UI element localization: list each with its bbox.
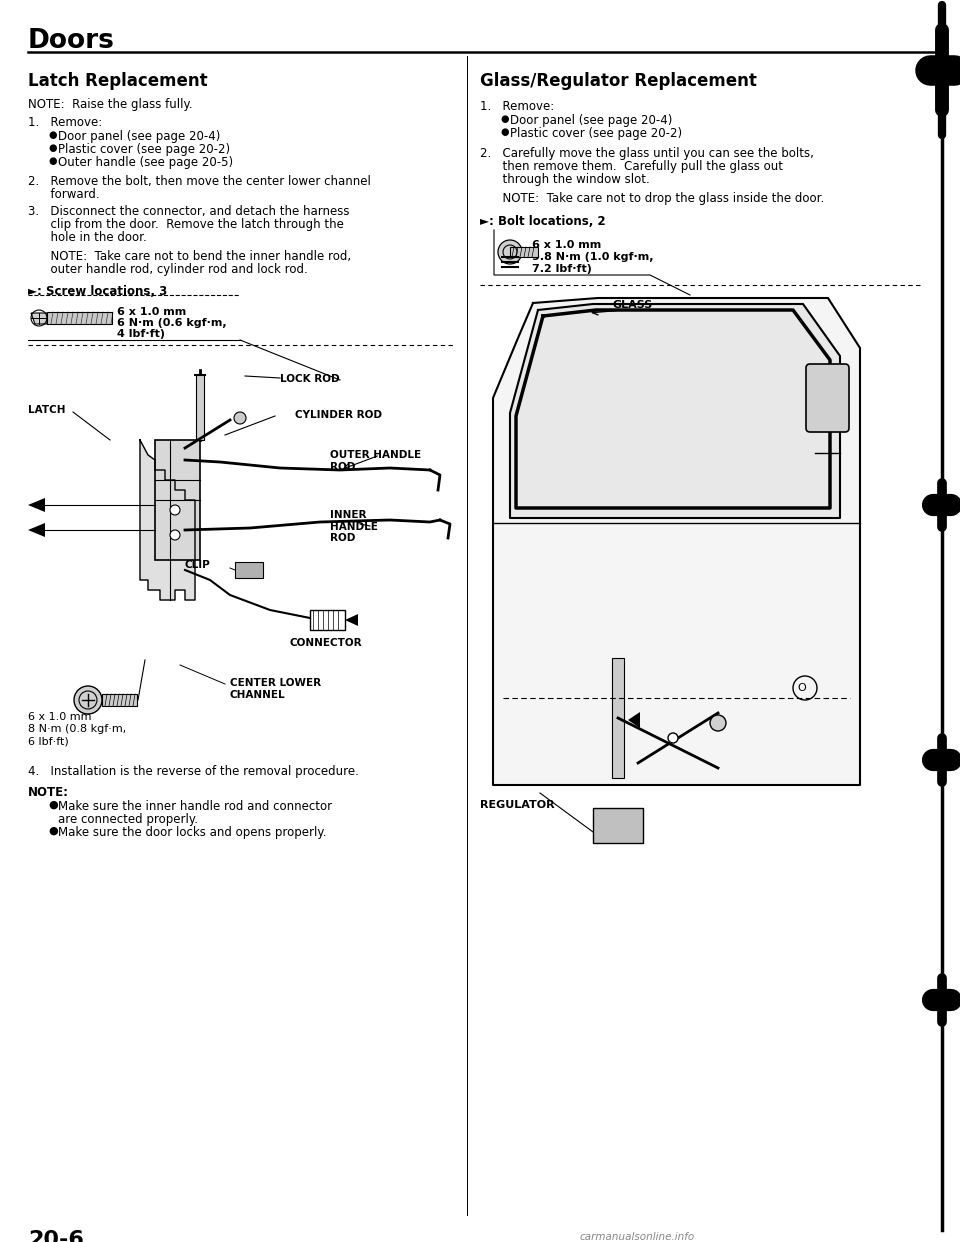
Text: then remove them.  Carefully pull the glass out: then remove them. Carefully pull the gla… (480, 160, 783, 173)
Polygon shape (31, 313, 47, 324)
Text: Glass/Regulator Replacement: Glass/Regulator Replacement (480, 72, 756, 89)
Text: ●: ● (48, 130, 57, 140)
Text: 6 N·m (0.6 kgf·m,: 6 N·m (0.6 kgf·m, (117, 318, 227, 328)
FancyBboxPatch shape (155, 440, 200, 560)
Text: Latch Replacement: Latch Replacement (28, 72, 207, 89)
Polygon shape (628, 712, 640, 728)
Text: ►: Screw locations, 3: ►: Screw locations, 3 (28, 284, 167, 298)
Text: 20-6: 20-6 (28, 1230, 84, 1242)
Text: CYLINDER ROD: CYLINDER ROD (295, 410, 382, 420)
Text: ●: ● (48, 826, 58, 836)
Text: 6 lbf·ft): 6 lbf·ft) (28, 737, 69, 746)
Text: ●: ● (48, 800, 58, 810)
Text: 9.8 N·m (1.0 kgf·m,: 9.8 N·m (1.0 kgf·m, (532, 252, 654, 262)
Text: NOTE:  Raise the glass fully.: NOTE: Raise the glass fully. (28, 98, 193, 111)
Text: carmanualsonline.info: carmanualsonline.info (580, 1232, 695, 1242)
Text: OUTER HANDLE
ROD: OUTER HANDLE ROD (330, 450, 421, 472)
Text: REGULATOR: REGULATOR (480, 800, 555, 810)
Polygon shape (493, 298, 860, 785)
Circle shape (170, 530, 180, 540)
Circle shape (74, 686, 102, 714)
Circle shape (234, 412, 246, 424)
Text: CLIP: CLIP (184, 560, 210, 570)
Text: 8 N·m (0.8 kgf·m,: 8 N·m (0.8 kgf·m, (28, 724, 127, 734)
Circle shape (498, 240, 522, 265)
Text: Make sure the door locks and opens properly.: Make sure the door locks and opens prope… (58, 826, 326, 840)
Text: 7.2 lbf·ft): 7.2 lbf·ft) (532, 265, 592, 274)
Text: Door panel (see page 20-4): Door panel (see page 20-4) (510, 114, 672, 127)
Bar (102, 694, 137, 705)
Text: 1.   Remove:: 1. Remove: (480, 101, 554, 113)
Bar (612, 658, 624, 777)
Text: ●: ● (48, 143, 57, 153)
Text: ►: Bolt locations, 2: ►: Bolt locations, 2 (480, 215, 606, 229)
Text: NOTE:  Take care not to drop the glass inside the door.: NOTE: Take care not to drop the glass in… (480, 193, 825, 205)
Text: hole in the door.: hole in the door. (28, 231, 147, 243)
Text: 2.   Carefully move the glass until you can see the bolts,: 2. Carefully move the glass until you ca… (480, 147, 814, 160)
Polygon shape (28, 498, 45, 512)
Text: LATCH: LATCH (28, 405, 65, 415)
Text: 1.   Remove:: 1. Remove: (28, 116, 103, 129)
Bar (235, 561, 263, 578)
Text: ●: ● (500, 114, 509, 124)
Text: Make sure the inner handle rod and connector: Make sure the inner handle rod and conne… (58, 800, 332, 814)
Text: Door panel (see page 20-4): Door panel (see page 20-4) (58, 130, 221, 143)
Text: LOCK ROD: LOCK ROD (280, 374, 340, 384)
Text: Plastic cover (see page 20-2): Plastic cover (see page 20-2) (510, 127, 683, 140)
Bar (510, 247, 538, 257)
Bar (593, 809, 643, 843)
Polygon shape (345, 614, 358, 626)
Text: 4.   Installation is the reverse of the removal procedure.: 4. Installation is the reverse of the re… (28, 765, 359, 777)
Bar (47, 312, 112, 324)
Bar (310, 610, 345, 630)
Text: ●: ● (500, 127, 509, 137)
Text: 6 x 1.0 mm: 6 x 1.0 mm (532, 240, 601, 250)
Text: NOTE:  Take care not to bend the inner handle rod,: NOTE: Take care not to bend the inner ha… (28, 250, 351, 263)
Text: through the window slot.: through the window slot. (480, 173, 650, 186)
Text: Doors: Doors (28, 29, 115, 53)
Text: Plastic cover (see page 20-2): Plastic cover (see page 20-2) (58, 143, 230, 156)
Polygon shape (510, 304, 840, 518)
Text: ●: ● (48, 156, 57, 166)
Circle shape (170, 505, 180, 515)
Text: 3.   Disconnect the connector, and detach the harness: 3. Disconnect the connector, and detach … (28, 205, 349, 219)
Text: 6 x 1.0 mm: 6 x 1.0 mm (117, 307, 186, 317)
Polygon shape (28, 523, 45, 537)
Text: INNER
HANDLE
ROD: INNER HANDLE ROD (330, 510, 378, 543)
Polygon shape (140, 440, 195, 600)
Text: Outer handle (see page 20-5): Outer handle (see page 20-5) (58, 156, 233, 169)
Text: CONNECTOR: CONNECTOR (290, 638, 363, 648)
Text: 4 lbf·ft): 4 lbf·ft) (117, 329, 165, 339)
Text: clip from the door.  Remove the latch through the: clip from the door. Remove the latch thr… (28, 219, 344, 231)
Text: CENTER LOWER
CHANNEL: CENTER LOWER CHANNEL (230, 678, 322, 699)
Text: GLASS: GLASS (612, 301, 653, 310)
Text: outer handle rod, cylinder rod and lock rod.: outer handle rod, cylinder rod and lock … (28, 263, 308, 276)
FancyBboxPatch shape (806, 364, 849, 432)
Bar (196, 375, 204, 440)
Text: O: O (798, 683, 806, 693)
Text: NOTE:: NOTE: (28, 786, 69, 799)
Text: forward.: forward. (28, 188, 100, 201)
Text: are connected properly.: are connected properly. (58, 814, 198, 826)
Text: 2.   Remove the bolt, then move the center lower channel: 2. Remove the bolt, then move the center… (28, 175, 371, 188)
Circle shape (710, 715, 726, 732)
Text: 6 x 1.0 mm: 6 x 1.0 mm (28, 712, 91, 722)
Circle shape (668, 733, 678, 743)
